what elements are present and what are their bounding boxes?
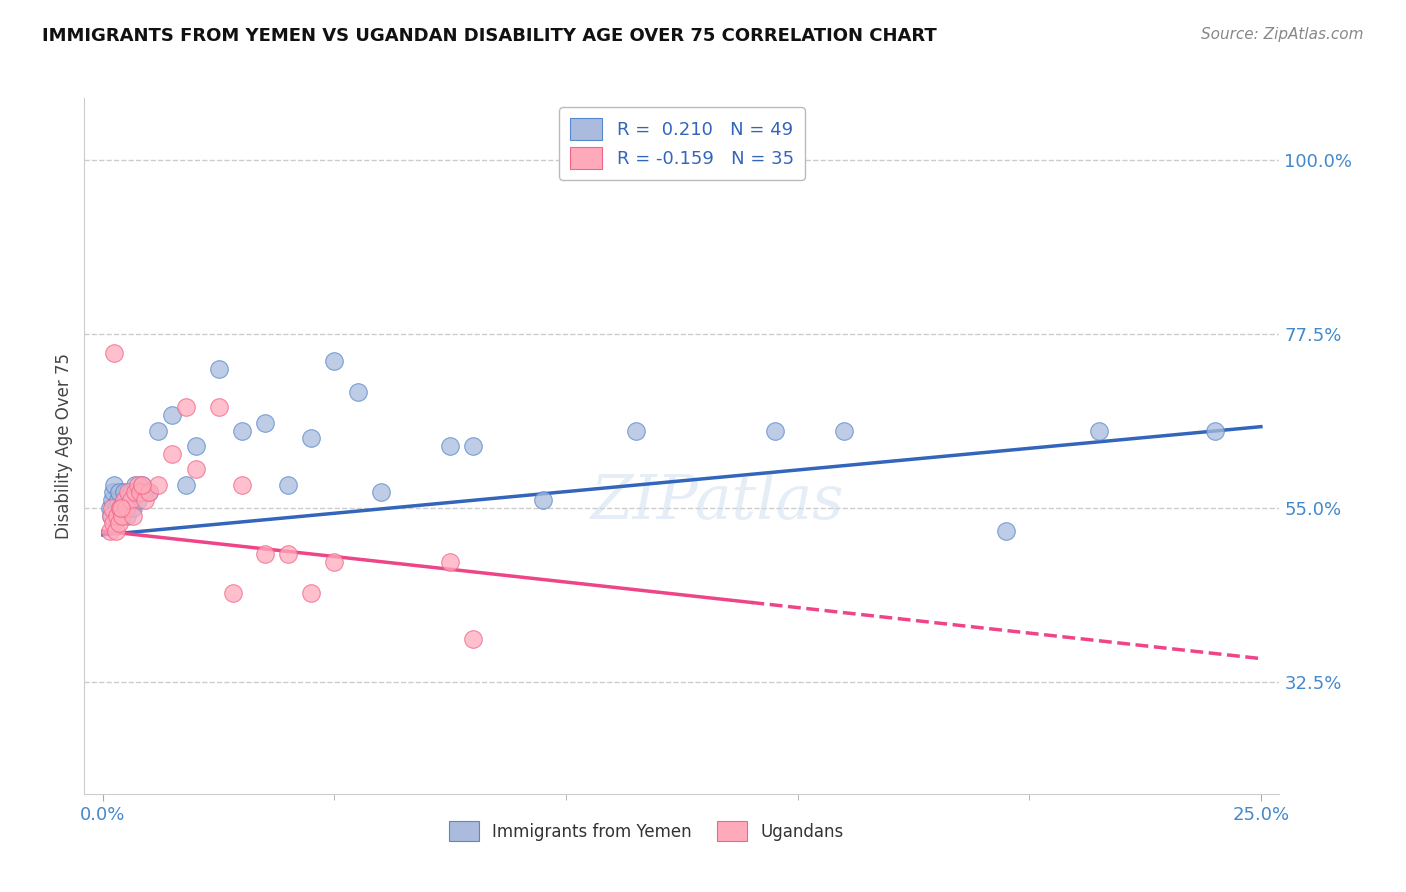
Point: [131, 477, 153, 491]
Point: [98, 524, 121, 538]
Point: [114, 493, 136, 508]
Point: [111, 508, 134, 523]
Point: [101, 516, 124, 531]
Point: [110, 500, 132, 515]
Point: [148, 477, 170, 491]
Point: [110, 500, 132, 515]
Point: [115, 500, 138, 515]
Point: [323, 555, 346, 569]
Point: [120, 493, 142, 508]
Point: [129, 485, 152, 500]
Point: [323, 354, 346, 368]
Y-axis label: Disability Age Over 75: Disability Age Over 75: [55, 353, 73, 539]
Text: Source: ZipAtlas.com: Source: ZipAtlas.com: [1201, 27, 1364, 42]
Point: [104, 500, 127, 515]
Point: [346, 384, 368, 399]
Point: [439, 555, 461, 569]
Point: [111, 500, 134, 515]
Point: [125, 485, 148, 500]
Point: [439, 439, 461, 453]
Point: [105, 508, 128, 523]
Point: [299, 586, 322, 600]
Point: [112, 485, 135, 500]
Point: [103, 346, 125, 360]
Point: [121, 493, 143, 508]
Point: [115, 508, 138, 523]
Point: [531, 493, 554, 508]
Point: [108, 516, 131, 531]
Point: [105, 508, 128, 523]
Point: [253, 416, 276, 430]
Point: [118, 500, 141, 515]
Point: [463, 439, 485, 453]
Point: [110, 500, 132, 515]
Point: [122, 500, 145, 515]
Point: [127, 477, 149, 491]
Point: [108, 485, 131, 500]
Point: [370, 485, 392, 500]
Point: [100, 508, 122, 523]
Point: [134, 493, 156, 508]
Point: [101, 500, 124, 515]
Point: [184, 462, 207, 476]
Point: [103, 477, 125, 491]
Point: [231, 424, 253, 438]
Point: [124, 485, 146, 500]
Point: [131, 477, 153, 491]
Point: [138, 485, 160, 500]
Point: [162, 408, 184, 422]
Point: [122, 508, 145, 523]
Point: [832, 424, 855, 438]
Point: [120, 485, 142, 500]
Point: [208, 361, 231, 376]
Point: [208, 401, 231, 415]
Text: ZIPatlas: ZIPatlas: [591, 472, 845, 532]
Point: [277, 547, 299, 561]
Point: [115, 500, 138, 515]
Point: [112, 493, 135, 508]
Point: [253, 547, 276, 561]
Point: [624, 424, 647, 438]
Point: [148, 424, 170, 438]
Point: [174, 477, 197, 491]
Point: [184, 439, 207, 453]
Point: [138, 485, 160, 500]
Point: [1088, 424, 1111, 438]
Point: [127, 493, 149, 508]
Point: [463, 632, 485, 647]
Point: [134, 485, 156, 500]
Point: [1204, 424, 1226, 438]
Point: [117, 493, 139, 508]
Point: [129, 485, 152, 500]
Point: [101, 485, 124, 500]
Point: [221, 586, 243, 600]
Point: [277, 477, 299, 491]
Point: [174, 401, 197, 415]
Point: [162, 447, 184, 461]
Point: [124, 477, 146, 491]
Point: [100, 508, 122, 523]
Point: [98, 500, 121, 515]
Point: [231, 477, 253, 491]
Point: [117, 485, 139, 500]
Legend: Immigrants from Yemen, Ugandans: Immigrants from Yemen, Ugandans: [441, 814, 851, 848]
Point: [104, 524, 127, 538]
Text: IMMIGRANTS FROM YEMEN VS UGANDAN DISABILITY AGE OVER 75 CORRELATION CHART: IMMIGRANTS FROM YEMEN VS UGANDAN DISABIL…: [42, 27, 936, 45]
Point: [110, 508, 132, 523]
Point: [763, 424, 786, 438]
Point: [995, 524, 1018, 538]
Point: [101, 493, 124, 508]
Point: [107, 493, 129, 508]
Point: [299, 431, 322, 445]
